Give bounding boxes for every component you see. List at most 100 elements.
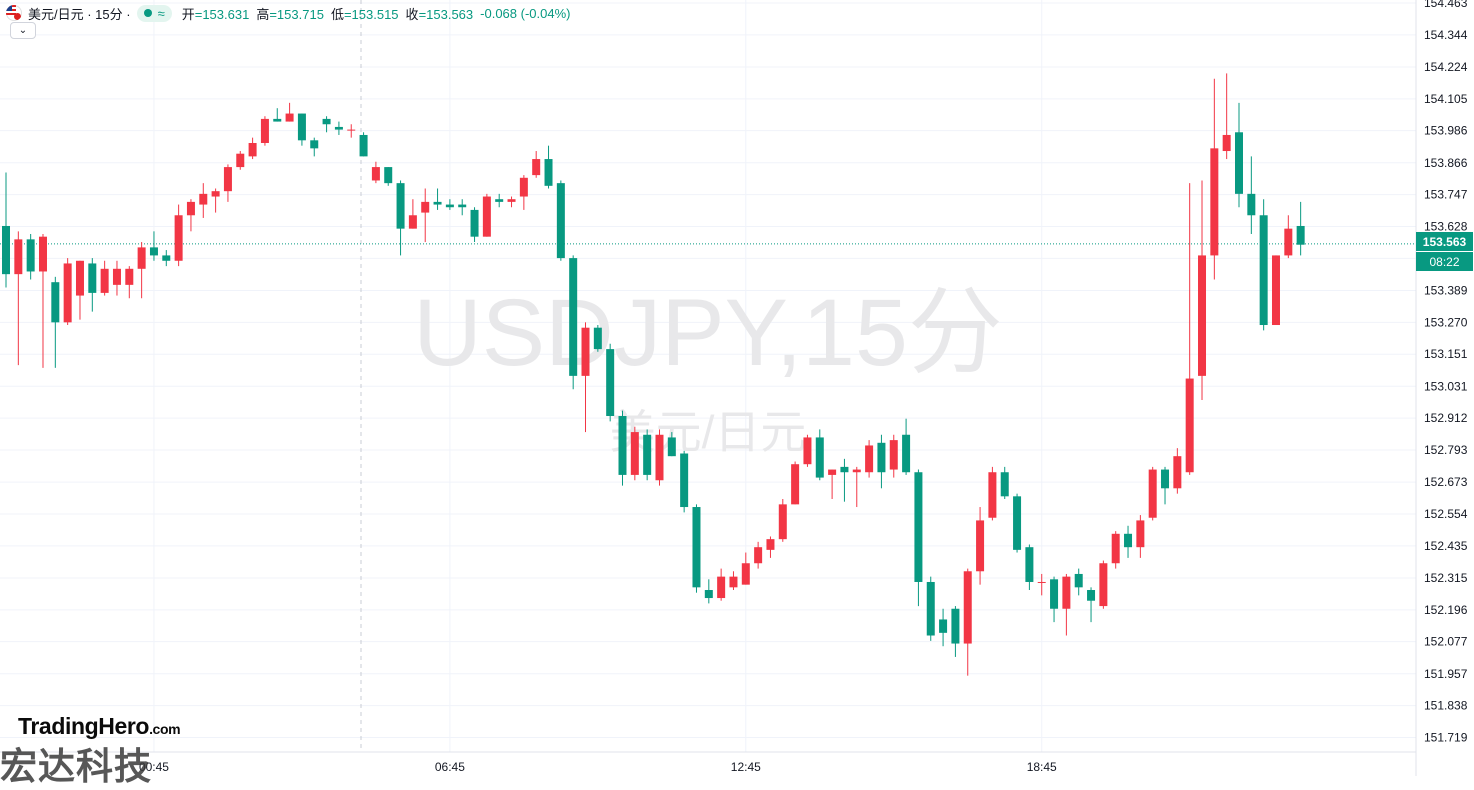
candle	[211, 188, 220, 213]
candle-body	[162, 255, 171, 261]
candle-body	[815, 437, 824, 478]
watermark-subtitle: 美元/日元	[610, 406, 807, 458]
candle-body	[778, 504, 787, 540]
candle	[297, 113, 306, 146]
candle-body	[1136, 520, 1145, 548]
candle-body	[26, 239, 35, 272]
candle-body	[112, 268, 121, 285]
candle	[1136, 515, 1145, 558]
candle-body	[1013, 496, 1022, 550]
candle-body	[1050, 579, 1059, 609]
candle-body	[1087, 590, 1096, 601]
candle-body	[593, 327, 602, 350]
candle	[2, 172, 10, 288]
candle	[51, 276, 60, 368]
candle-body	[396, 183, 405, 229]
candle-body	[544, 159, 553, 186]
candle	[248, 137, 257, 160]
time-tick-label: 18:45	[1027, 760, 1057, 774]
candle	[902, 418, 911, 475]
candle-body	[729, 576, 738, 588]
symbol-title[interactable]: 美元/日元 · 15分 ·	[28, 6, 131, 22]
price-tick-label: 153.986	[1424, 124, 1468, 138]
candle	[125, 266, 134, 299]
candle-body	[1074, 573, 1083, 588]
bar-countdown: 08:22	[1416, 252, 1473, 271]
candle-body	[1235, 132, 1243, 194]
candle	[421, 188, 430, 243]
candle	[507, 196, 516, 208]
candle-body	[519, 177, 528, 197]
candle-body	[236, 153, 245, 168]
candle-body	[1259, 215, 1268, 326]
candle-body	[1099, 563, 1108, 607]
candle	[532, 151, 541, 178]
candle-body	[926, 581, 935, 636]
candle-body	[1148, 469, 1157, 518]
candle-body	[371, 167, 380, 181]
candle	[1000, 466, 1009, 500]
candle-body	[606, 349, 615, 417]
candle-body	[865, 445, 874, 473]
candle	[889, 434, 898, 478]
candle	[1235, 102, 1243, 208]
candle-body	[322, 118, 331, 125]
candle-body	[149, 247, 158, 256]
candle-body	[408, 215, 417, 229]
candle	[1074, 568, 1083, 596]
candle	[1198, 180, 1207, 400]
wave-icon: ≈	[157, 5, 165, 21]
candle-body	[692, 507, 701, 588]
candle	[310, 137, 319, 157]
candle-body	[914, 472, 923, 582]
candle	[1185, 183, 1194, 475]
candle	[667, 432, 676, 457]
candle-body	[2, 225, 10, 275]
candle-body	[569, 258, 578, 376]
price-tick-label: 152.435	[1424, 539, 1468, 553]
candle	[1111, 531, 1120, 569]
candle-body	[310, 140, 319, 149]
candle	[273, 108, 282, 122]
high-value: 高=153.715	[256, 6, 324, 22]
candle	[1296, 201, 1305, 256]
candle-body	[445, 204, 454, 208]
candle-body	[655, 434, 664, 481]
price-axis[interactable]: 154.463 154.344 154.224 154.105 153.986 153.8…	[1424, 0, 1468, 745]
candle	[593, 325, 602, 352]
candle-body	[840, 466, 849, 473]
candle	[680, 450, 689, 513]
time-axis[interactable]: 00:45 06:45 12:45 18:45	[139, 760, 1057, 774]
candle-body	[63, 263, 72, 323]
candle-body	[630, 432, 639, 475]
close-value: 收=153.563	[405, 6, 474, 22]
candle-body	[1222, 134, 1231, 152]
candle	[1259, 199, 1268, 331]
candle	[470, 207, 479, 243]
candle-body	[556, 183, 565, 259]
candle	[495, 193, 504, 208]
candle-body	[495, 199, 504, 202]
market-status[interactable]: ≈	[136, 4, 172, 22]
candle-body	[248, 142, 257, 157]
candle	[815, 429, 824, 481]
candle	[186, 199, 195, 232]
candle	[1099, 560, 1108, 609]
candle-body	[976, 520, 985, 572]
candle	[408, 199, 417, 229]
candle-body	[754, 547, 763, 564]
candle	[334, 121, 343, 135]
candle-body	[470, 209, 479, 237]
candle-body	[1111, 533, 1120, 564]
candle-body	[1062, 576, 1071, 609]
candle-body	[581, 327, 590, 376]
collapse-legend-button[interactable]: ⌄	[10, 22, 36, 39]
candle-body	[532, 159, 541, 176]
candle-body	[618, 416, 627, 475]
candle-body	[1271, 255, 1280, 326]
candle-body	[1185, 378, 1194, 473]
candle-body	[334, 126, 343, 130]
candle	[717, 568, 726, 601]
usd-jpy-flag-icon	[6, 5, 22, 21]
